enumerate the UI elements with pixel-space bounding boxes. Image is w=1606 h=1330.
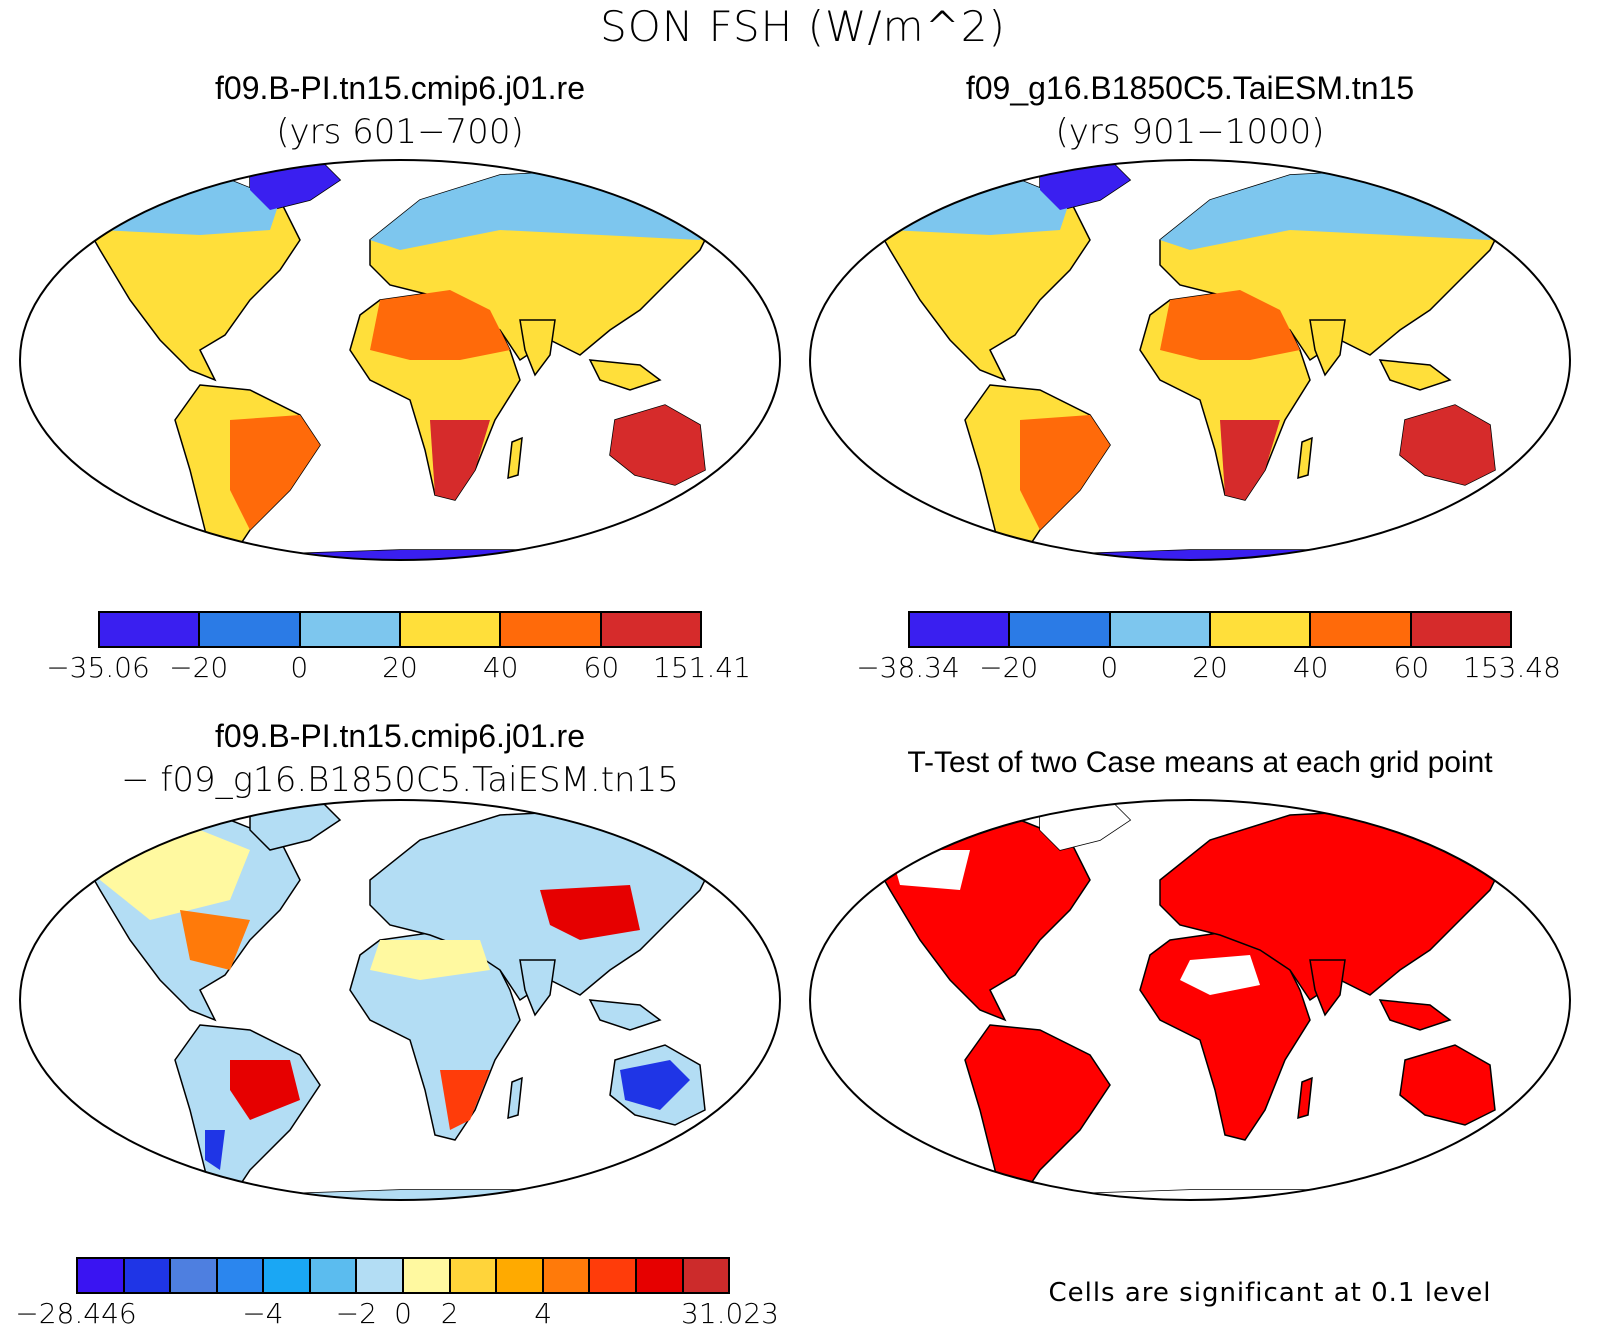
- colorbar-swatch: [310, 1259, 358, 1292]
- panel-2-title: f09_g16.B1850C5.TaiESM.tn15: [965, 70, 1415, 106]
- colorbar-swatch: [1010, 613, 1111, 646]
- panel-3-colorbar: [76, 1257, 730, 1294]
- panel-3-subtitle: − f09_g16.B1850C5.TaiESM.tn15: [121, 760, 679, 800]
- panel-1-title: f09.B-PI.tn15.cmip6.j01.re: [215, 70, 585, 106]
- colorbar-tick-label: −4: [242, 1297, 284, 1330]
- colorbar-swatch: [100, 613, 201, 646]
- panel-1-colorbar: [98, 611, 702, 648]
- panel-3-map: [19, 799, 781, 1201]
- colorbar-tick-label: 2: [440, 1297, 459, 1330]
- colorbar-tick-label: −38.34: [856, 651, 960, 684]
- colorbar-swatch: [124, 1259, 172, 1292]
- colorbar-tick-label: 40: [482, 651, 519, 684]
- colorbar-tick-label: −20: [169, 651, 229, 684]
- colorbar-tick-label: 4: [534, 1297, 553, 1330]
- colorbar-swatch: [543, 1259, 591, 1292]
- panel-1-map: [19, 159, 781, 561]
- colorbar-tick-label: −2: [335, 1297, 377, 1330]
- colorbar-swatch: [264, 1259, 311, 1292]
- colorbar-tick-label: 60: [1393, 651, 1430, 684]
- colorbar-tick-label: 0: [1100, 651, 1119, 684]
- colorbar-swatch: [590, 1259, 637, 1292]
- colorbar-swatch: [683, 1259, 729, 1292]
- colorbar-swatch: [636, 1259, 684, 1292]
- colorbar-swatch: [601, 613, 700, 646]
- colorbar-tick-label: 40: [1292, 651, 1329, 684]
- colorbar-tick-label: 20: [1192, 651, 1228, 684]
- colorbar-tick-label: 153.48: [1463, 651, 1561, 684]
- colorbar-swatch: [450, 1259, 498, 1292]
- colorbar-tick-label: 31.023: [681, 1297, 779, 1330]
- panel-2-map: [809, 159, 1571, 561]
- colorbar-swatch: [300, 613, 401, 646]
- panel-2-colorbar: [908, 611, 1512, 648]
- colorbar-tick-label: 20: [382, 651, 418, 684]
- panel-3-title: f09.B-PI.tn15.cmip6.j01.re: [215, 718, 585, 754]
- panel-2-subtitle: (yrs 901−1000): [1055, 112, 1325, 152]
- colorbar-tick-label: −35.06: [46, 651, 150, 684]
- colorbar-swatch: [910, 613, 1011, 646]
- colorbar-tick-label: −20: [979, 651, 1039, 684]
- colorbar-swatch: [1110, 613, 1211, 646]
- colorbar-swatch: [357, 1259, 405, 1292]
- panel-4-title: T-Test of two Case means at each grid po…: [907, 746, 1493, 779]
- colorbar-tick-label: 0: [290, 651, 309, 684]
- colorbar-swatch: [404, 1259, 451, 1292]
- figure-title: SON FSH (W/m^2): [600, 2, 1006, 51]
- colorbar-swatch: [171, 1259, 218, 1292]
- panel-1-subtitle: (yrs 601−700): [276, 112, 524, 152]
- panel-4-map: [809, 799, 1571, 1201]
- colorbar-swatch: [1311, 613, 1412, 646]
- colorbar-tick-label: −28.446: [15, 1297, 137, 1330]
- colorbar-tick-label: 0: [394, 1297, 412, 1330]
- colorbar-tick-label: 60: [583, 651, 620, 684]
- colorbar-swatch: [200, 613, 301, 646]
- colorbar-swatch: [501, 613, 602, 646]
- colorbar-swatch: [217, 1259, 265, 1292]
- colorbar-swatch: [1210, 613, 1312, 646]
- colorbar-swatch: [1411, 613, 1510, 646]
- significance-note: Cells are significant at 0.1 level: [1048, 1278, 1492, 1308]
- colorbar-tick-label: 151.41: [653, 651, 751, 684]
- colorbar-swatch: [78, 1259, 125, 1292]
- colorbar-swatch: [497, 1259, 544, 1292]
- colorbar-swatch: [400, 613, 502, 646]
